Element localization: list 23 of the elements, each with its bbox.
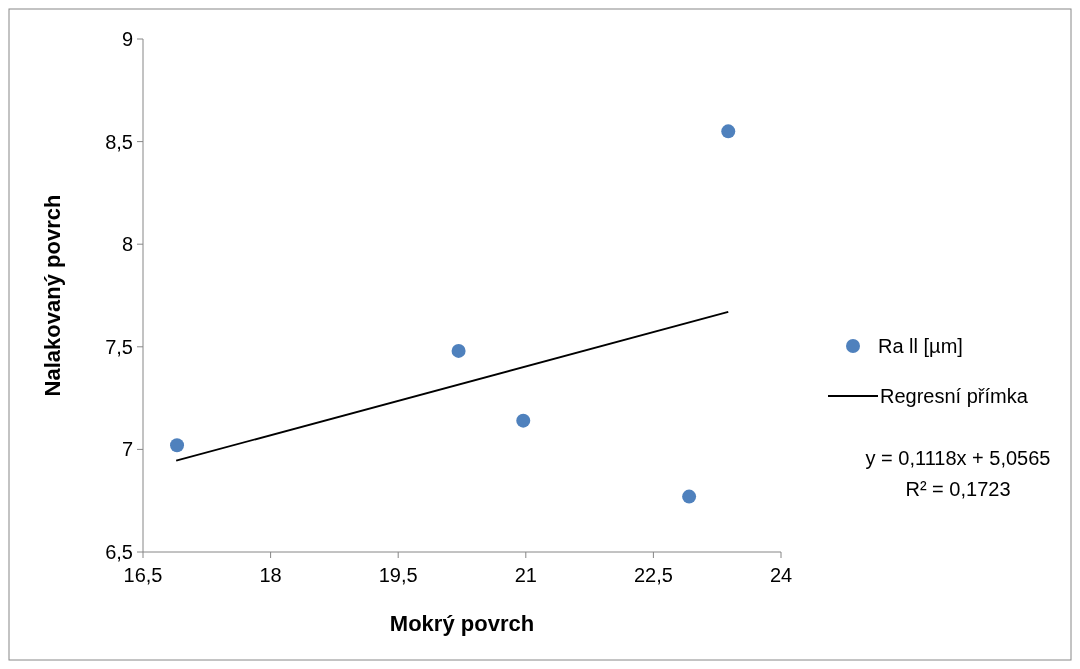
legend-label: Regresní přímka: [880, 385, 1029, 407]
x-tick-label: 18: [259, 564, 282, 586]
x-axis-title: Mokrý povrch: [389, 611, 535, 636]
y-tick-label: 8,5: [105, 130, 133, 153]
y-tick-label: 6,5: [105, 541, 133, 563]
x-tick-label: 19,5: [378, 564, 418, 586]
y-tick-label: 9: [121, 28, 133, 50]
x-tick-label: 22,5: [633, 564, 673, 586]
text: y = 0,1118x + 5,0565: [865, 447, 1051, 469]
x-tick-label: 21: [514, 564, 537, 586]
x-tick-label: 24: [769, 564, 793, 586]
x-tick-label: 16,5: [123, 564, 163, 586]
y-tick-label: 8: [121, 233, 133, 256]
y-tick-label: 7,5: [105, 335, 133, 358]
y-axis-title: Nalakovaný povrch: [40, 194, 65, 397]
y-tick-label: 7: [121, 438, 133, 461]
point: [516, 413, 531, 428]
point: [451, 343, 466, 358]
legend-label: Ra ll [µm]: [878, 335, 963, 357]
point: [682, 489, 697, 504]
text: R² = 0,1723: [905, 478, 1011, 500]
point: [170, 438, 185, 453]
point: [721, 124, 736, 139]
